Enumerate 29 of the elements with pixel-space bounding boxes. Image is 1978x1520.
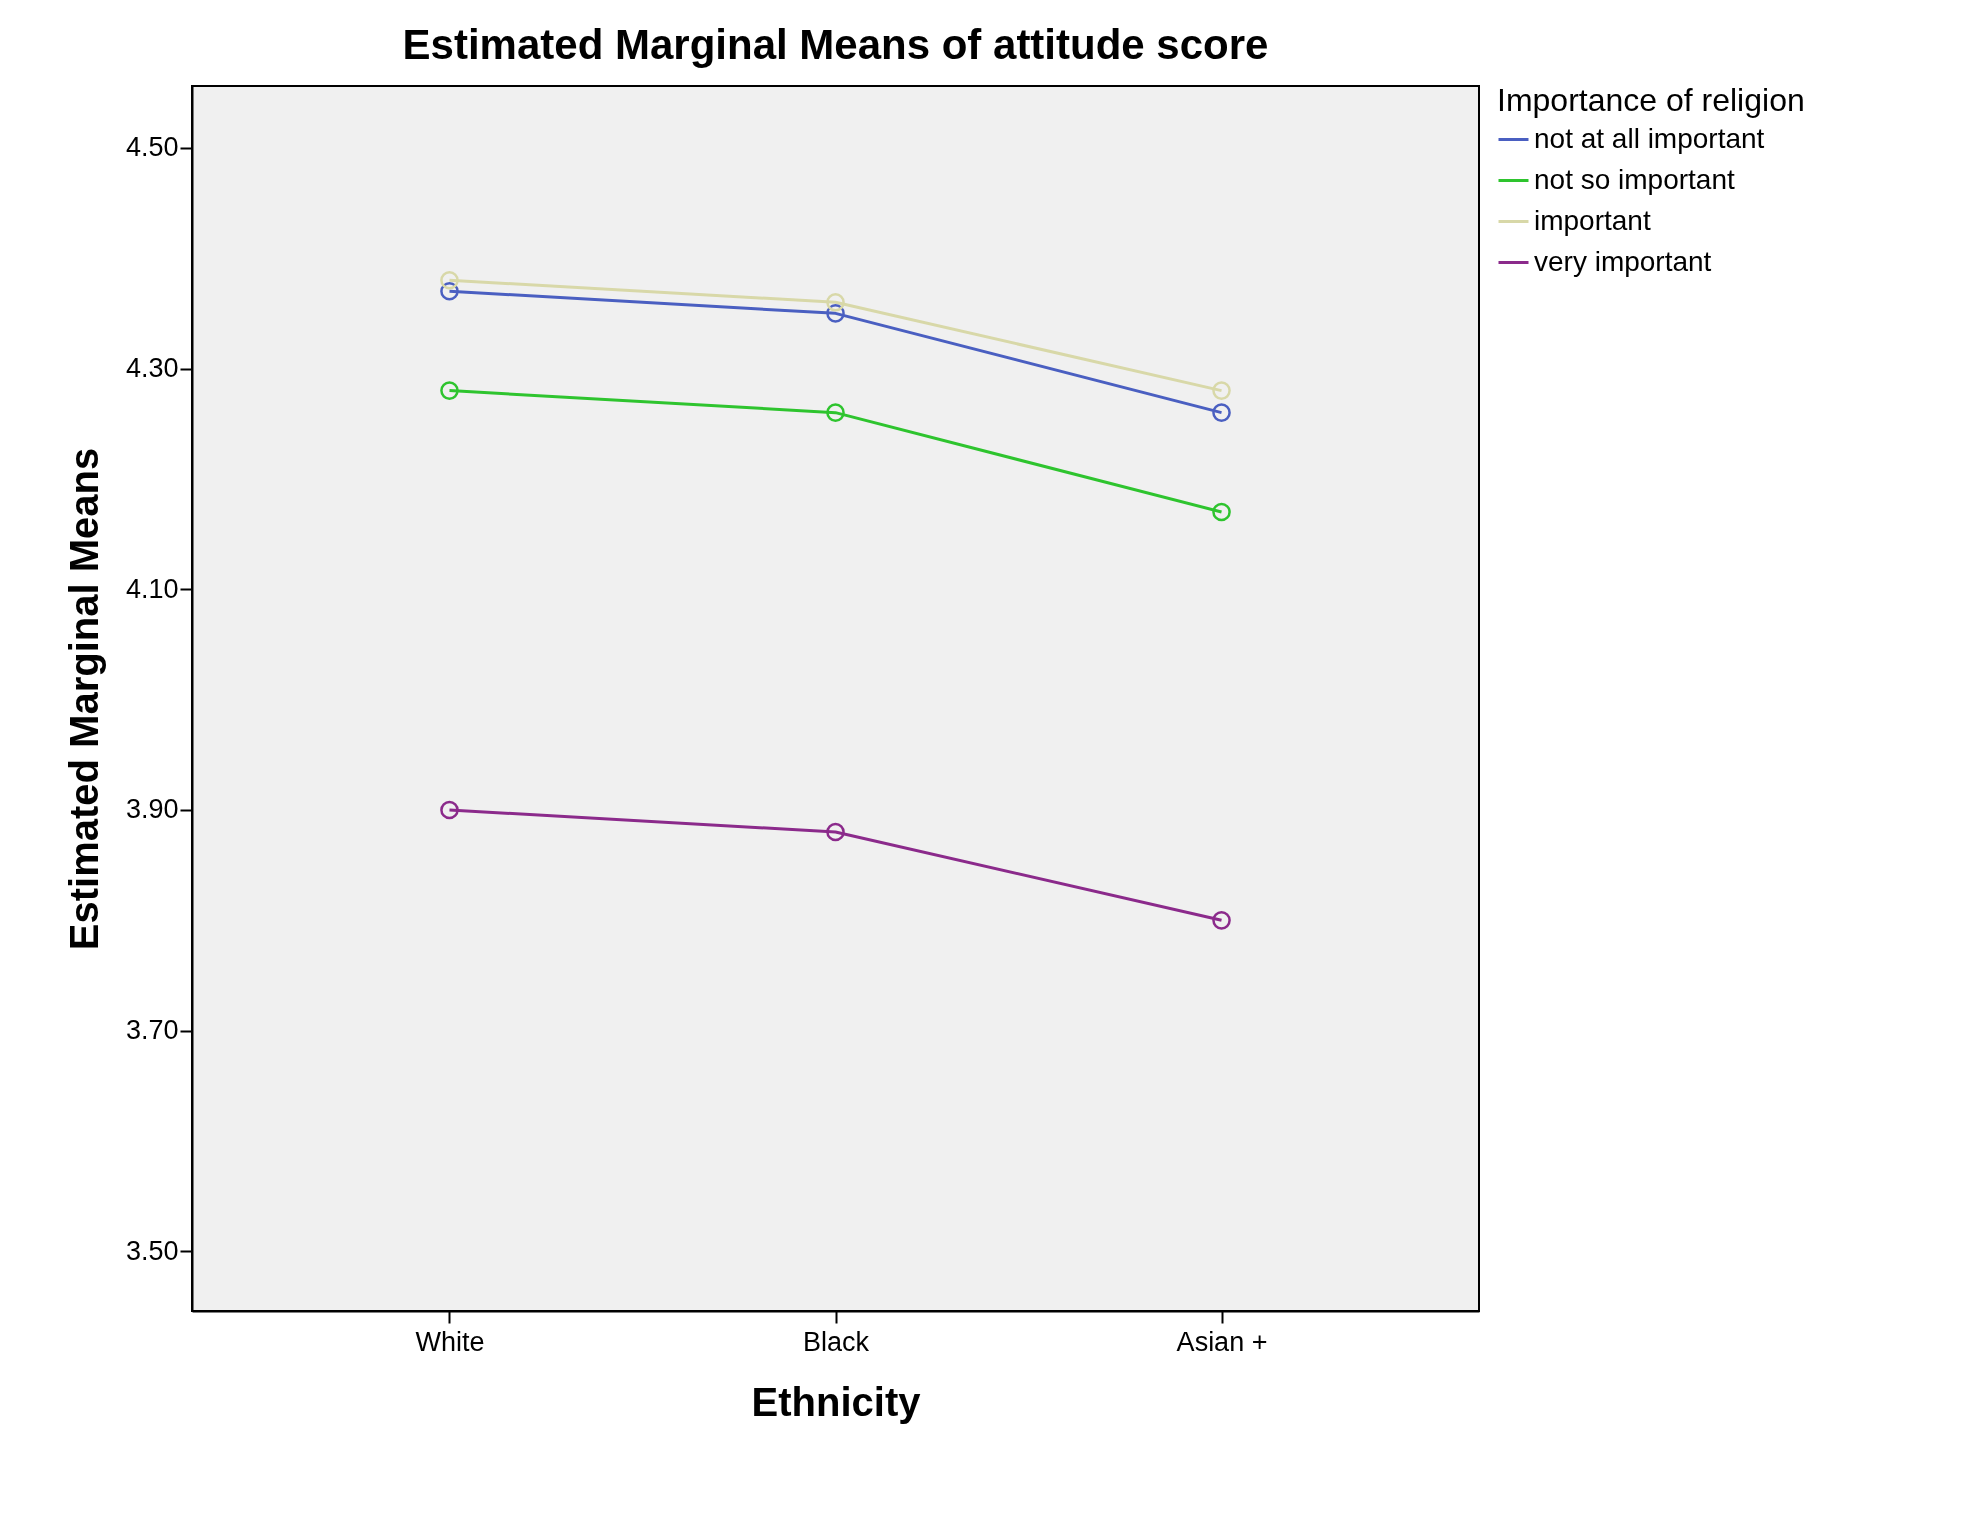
point [1212,403,1231,422]
legend-label: important [1534,204,1651,236]
x-tick-label: Asian + [1176,1326,1268,1357]
point [440,381,459,400]
y-tick-label: 4.10 [125,573,179,604]
y-axis-title: Estimated Marginal Means [61,447,106,951]
y-tick-label: 4.50 [125,132,179,163]
point [1212,911,1231,930]
point [440,800,459,820]
y-tick-label: 4.30 [125,353,179,384]
chart-title: Estimated Marginal Means of attitude score [402,21,1269,68]
x-axis-title: Ethnicity [751,1379,922,1424]
legend-title: Importance of religion [1497,82,1805,118]
point [826,822,845,842]
y-tick-label: 3.90 [125,794,179,825]
legend-label: very important [1534,245,1712,277]
point [1212,381,1231,400]
point [826,293,845,312]
point [1212,502,1231,522]
point [440,270,459,290]
y-tick-label: 3.50 [125,1235,179,1266]
y-tick-label: 3.70 [125,1015,179,1046]
legend-label: not so important [1534,163,1735,195]
x-tick-label: Black [802,1326,870,1357]
point [826,304,845,323]
point [826,403,845,422]
point [440,281,459,301]
legend-label: not at all important [1534,122,1765,154]
x-tick-label: White [415,1326,485,1357]
